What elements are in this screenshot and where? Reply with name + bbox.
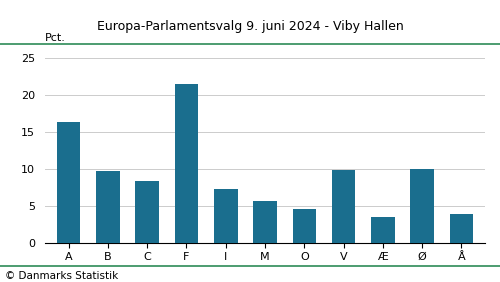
Bar [136,180,159,243]
Bar [292,209,316,243]
Text: Europa-Parlamentsvalg 9. juni 2024 - Viby Hallen: Europa-Parlamentsvalg 9. juni 2024 - Vib… [96,20,404,33]
Bar [96,171,120,243]
Bar [371,217,394,243]
Bar [253,201,277,243]
Bar [410,169,434,243]
Bar [174,84,198,243]
Bar [214,190,238,243]
Text: © Danmarks Statistik: © Danmarks Statistik [5,271,118,281]
Text: Pct.: Pct. [45,33,66,43]
Bar [450,214,473,243]
Bar [332,170,355,243]
Bar [57,122,80,243]
